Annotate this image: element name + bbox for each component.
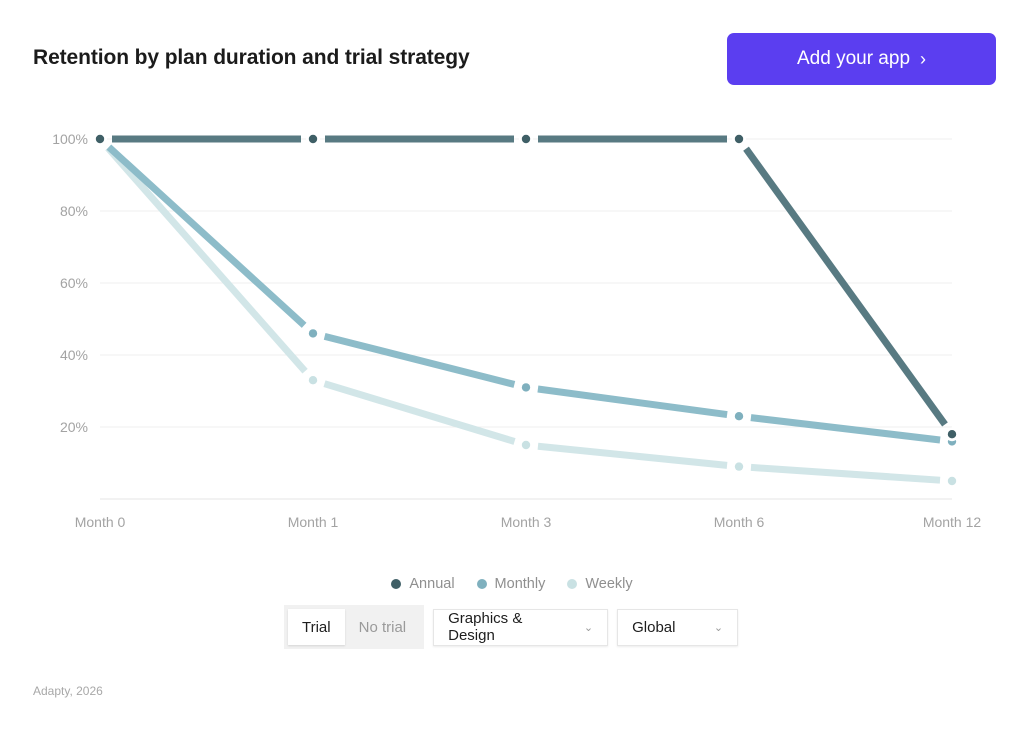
chevron-down-icon: ⌄ xyxy=(583,621,594,634)
chevron-right-icon: › xyxy=(920,49,927,69)
line-chart: 20%40%60%80%100% Month 0 Month 1 Month 3 Mo… xyxy=(52,131,982,530)
legend-item-annual[interactable]: Annual xyxy=(391,576,455,592)
legend-label: Weekly xyxy=(585,576,633,592)
add-your-app-label: Add your app xyxy=(796,48,911,69)
region-select-value: Global xyxy=(632,618,676,636)
add-your-app-button[interactable]: Add your app › xyxy=(727,33,996,85)
legend-dot-icon xyxy=(567,579,578,589)
chart-controls: Trial No trial Graphics & Design ⌄ Globa… xyxy=(284,605,739,649)
chevron-down-icon: ⌄ xyxy=(713,621,724,634)
source-footer: Adapty, 2026 xyxy=(33,684,103,698)
legend-dot-icon xyxy=(391,579,402,589)
svg-text:60%: 60% xyxy=(60,275,88,291)
svg-text:Month 12: Month 12 xyxy=(923,514,982,530)
chart-series xyxy=(93,132,959,488)
svg-text:40%: 40% xyxy=(60,347,88,363)
svg-text:Month 6: Month 6 xyxy=(714,514,765,530)
y-axis-labels: 20% 40% 60% 80% 100% xyxy=(52,131,88,435)
legend-item-monthly[interactable]: Monthly xyxy=(476,576,546,592)
trial-toggle: Trial No trial xyxy=(284,605,425,649)
category-select[interactable]: Graphics & Design ⌄ xyxy=(433,608,609,646)
chart-legend: Annual Monthly Weekly xyxy=(0,576,1024,592)
trial-option[interactable]: Trial xyxy=(288,609,345,645)
svg-text:80%: 80% xyxy=(60,203,88,219)
svg-text:Month 0: Month 0 xyxy=(75,514,126,530)
svg-text:Month 3: Month 3 xyxy=(501,514,552,530)
chart-title: Retention by plan duration and trial str… xyxy=(33,46,470,69)
x-axis-labels: Month 0 Month 1 Month 3 Month 6 Month 12 xyxy=(75,514,982,530)
legend-dot-icon xyxy=(476,579,487,589)
no-trial-option[interactable]: No trial xyxy=(358,618,407,636)
region-select[interactable]: Global ⌄ xyxy=(617,608,739,646)
legend-label: Annual xyxy=(409,576,455,592)
svg-text:100%: 100% xyxy=(52,131,88,147)
legend-label: Monthly xyxy=(494,576,546,592)
svg-text:20%: 20% xyxy=(60,419,88,435)
legend-item-weekly[interactable]: Weekly xyxy=(567,576,633,592)
category-select-value: Graphics & Design xyxy=(448,610,523,644)
svg-text:Month 1: Month 1 xyxy=(288,514,339,530)
